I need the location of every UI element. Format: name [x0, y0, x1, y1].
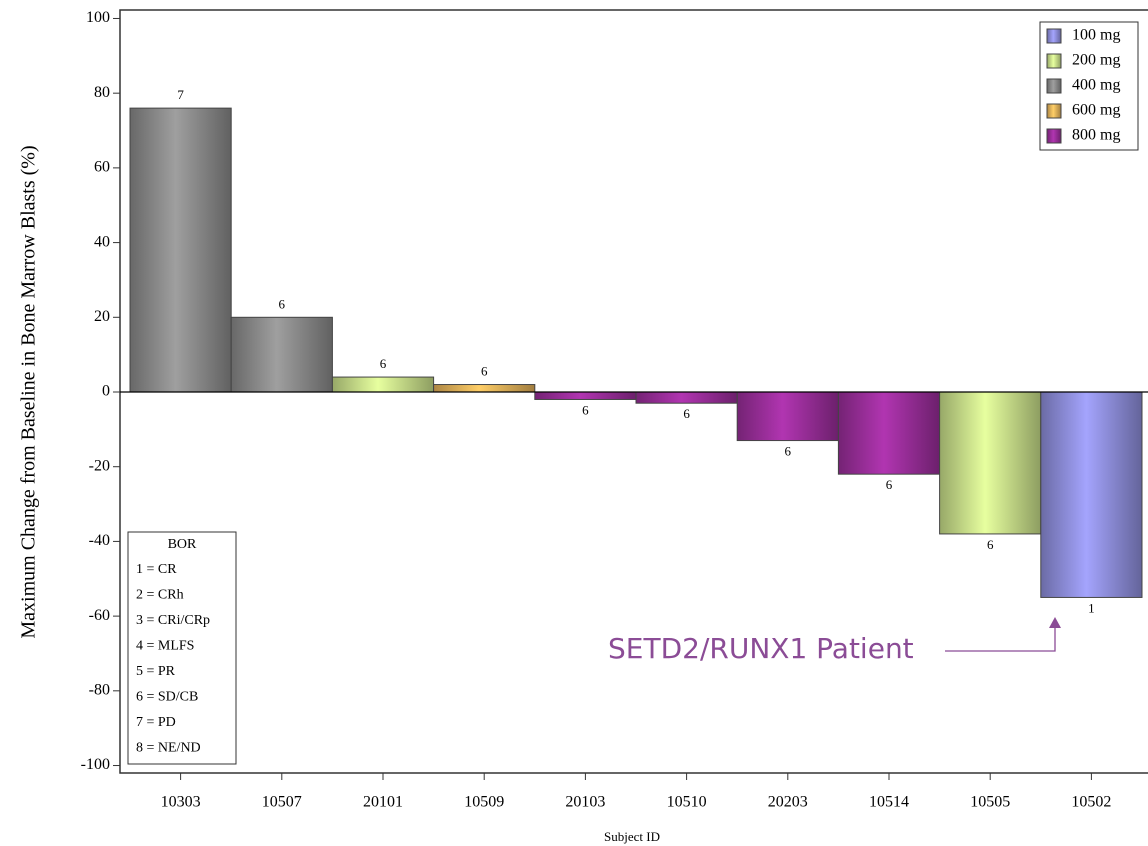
y-tick-label: -40 [89, 532, 110, 549]
y-tick-label: -20 [89, 457, 110, 474]
bar-label: 6 [481, 364, 488, 379]
y-tick-label: 100 [86, 9, 110, 26]
legend-swatch [1046, 78, 1062, 94]
x-tick-label: 10502 [1071, 794, 1111, 811]
x-tick-label: 10509 [464, 794, 504, 811]
bar [837, 391, 941, 475]
bar [230, 316, 333, 393]
y-tick-label: -80 [89, 681, 110, 698]
bor-legend-title: BOR [168, 537, 197, 552]
y-axis-title: Maximum Change from Baseline in Bone Mar… [18, 145, 40, 638]
bar-label: 7 [177, 87, 184, 102]
bor-legend-item: 4 = MLFS [136, 639, 194, 654]
bor-legend-item: 3 = CRi/CRp [136, 613, 210, 628]
bar-label: 6 [380, 356, 387, 371]
y-tick-label: -100 [81, 756, 110, 773]
y-tick-label: 40 [94, 233, 110, 250]
bor-legend-item: 1 = CR [136, 562, 177, 577]
arrow-head [1049, 617, 1061, 628]
bor-legend-item: 6 = SD/CB [136, 690, 198, 705]
legend-swatch [1046, 53, 1062, 69]
y-tick-label: 20 [94, 308, 110, 325]
bar-label: 6 [279, 296, 286, 311]
x-tick-label: 20101 [363, 794, 403, 811]
x-tick-label: 10303 [161, 794, 201, 811]
legend-label: 600 mg [1072, 102, 1120, 119]
x-tick-label: 10514 [869, 794, 909, 811]
bor-legend-item: 8 = NE/ND [136, 741, 201, 756]
annotation-arrow [945, 624, 1056, 652]
bar-label: 6 [683, 406, 690, 421]
bar-label: 1 [1088, 600, 1095, 615]
bar [129, 107, 232, 393]
bar [736, 391, 839, 442]
bor-legend-item: 2 = CRh [136, 588, 184, 603]
bor-legend-item: 7 = PD [136, 715, 176, 730]
bar [1040, 391, 1143, 598]
legend-label: 100 mg [1072, 27, 1120, 44]
bar [331, 376, 435, 393]
y-tick-label: 60 [94, 159, 110, 176]
legend-swatch [1046, 128, 1062, 144]
bar-label: 6 [886, 477, 893, 492]
bar [635, 391, 738, 404]
legend-label: 400 mg [1072, 77, 1120, 94]
y-tick-label: 0 [102, 383, 110, 400]
x-axis-title: Subject ID [604, 829, 660, 844]
legend-label: 200 mg [1072, 52, 1120, 69]
x-tick-label: 20103 [565, 794, 605, 811]
bar [939, 391, 1042, 535]
bor-legend-item: 5 = PR [136, 664, 176, 679]
y-tick-label: -60 [89, 607, 110, 624]
annotation: SETD2/RUNX1 Patient [608, 632, 914, 665]
x-tick-label: 20203 [768, 794, 808, 811]
x-tick-label: 10507 [262, 794, 302, 811]
y-tick-label: 80 [94, 84, 110, 101]
bar-label: 6 [582, 402, 589, 417]
bar [534, 391, 637, 400]
legend-label: 800 mg [1072, 127, 1120, 144]
bar-label: 6 [987, 537, 994, 552]
legend-swatch [1046, 28, 1062, 44]
x-tick-label: 10505 [970, 794, 1010, 811]
bor-legend-box [127, 531, 237, 765]
bar-label: 6 [785, 444, 792, 459]
x-tick-label: 10510 [667, 794, 707, 811]
legend-swatch [1046, 103, 1062, 119]
bar [433, 384, 536, 393]
